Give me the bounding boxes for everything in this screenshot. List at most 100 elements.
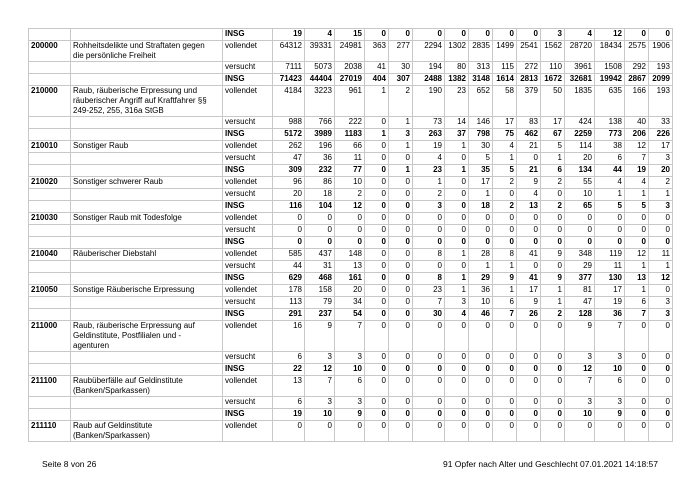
table-row: 211110 Raub auf Geldinstitute (Banken/Spa… xyxy=(28,420,673,442)
offense-code xyxy=(28,164,71,177)
data-table: INSG 19 4 15 0 0 0 0 0 0 0 3 4 12 0 0 200000 Rohheitsdeli… xyxy=(28,28,673,442)
count: 86 xyxy=(304,176,335,189)
count: 0 xyxy=(412,420,445,442)
count: 9 xyxy=(564,320,595,352)
count: 13 xyxy=(272,375,305,397)
status: versucht xyxy=(222,152,273,165)
offense-code xyxy=(28,116,71,129)
count: 110 xyxy=(540,61,565,74)
count: 34 xyxy=(334,296,365,309)
count: 190 xyxy=(412,85,445,117)
count: 71423 xyxy=(272,73,305,86)
count: 14 xyxy=(444,116,469,129)
count: 1614 xyxy=(492,73,517,86)
count: 585 xyxy=(272,248,305,261)
offense-label xyxy=(70,128,223,141)
count: 9 xyxy=(540,248,565,261)
count: 0 xyxy=(388,396,413,409)
count: 17 xyxy=(492,116,517,129)
count: 1 xyxy=(624,284,649,297)
count: 0 xyxy=(540,260,565,273)
count: 0 xyxy=(364,396,389,409)
status: INSG xyxy=(222,272,273,285)
count: 6 xyxy=(492,296,517,309)
offense-code xyxy=(28,128,71,141)
count: 0 xyxy=(648,363,673,376)
table-row: 210040 Räuberischer Diebstahl vollendet 585… xyxy=(28,248,673,261)
offense-label xyxy=(70,164,223,177)
count: 363 xyxy=(364,40,389,62)
count: 0 xyxy=(564,236,595,249)
offense-code: 210020 xyxy=(28,176,71,189)
count: 0 xyxy=(304,420,335,442)
count: 13 xyxy=(624,272,649,285)
count: 10 xyxy=(334,176,365,189)
count: 0 xyxy=(540,224,565,237)
count: 0 xyxy=(540,351,565,364)
offense-label xyxy=(70,224,223,237)
count: 0 xyxy=(648,212,673,225)
count: 0 xyxy=(334,212,365,225)
count: 3 xyxy=(334,396,365,409)
count: 81 xyxy=(564,284,595,297)
offense-code xyxy=(28,408,71,421)
count: 0 xyxy=(364,116,389,129)
count: 0 xyxy=(492,224,517,237)
count: 3 xyxy=(594,351,625,364)
count: 0 xyxy=(388,308,413,321)
count: 0 xyxy=(412,351,445,364)
offense-label xyxy=(70,28,223,41)
status: vollendet xyxy=(222,140,273,153)
table-row: versucht 113 79 34 0 0 7 3 10 6 9 1 47 19 6 3 xyxy=(28,296,673,309)
count: 0 xyxy=(364,320,389,352)
count: 7 xyxy=(624,308,649,321)
count: 17 xyxy=(516,284,541,297)
offense-code xyxy=(28,152,71,165)
count: 0 xyxy=(492,420,517,442)
count: 2 xyxy=(540,200,565,213)
count: 0 xyxy=(364,248,389,261)
count: 3 xyxy=(304,351,335,364)
table-row: INSG 116 104 12 0 0 3 0 18 2 13 2 65 5 5 3 xyxy=(28,200,673,213)
count: 115 xyxy=(492,61,517,74)
count: 8 xyxy=(492,248,517,261)
offense-code xyxy=(28,28,71,41)
status: versucht xyxy=(222,61,273,74)
count: 6 xyxy=(272,396,305,409)
count: 5 xyxy=(492,164,517,177)
count: 0 xyxy=(468,320,493,352)
count: 0 xyxy=(624,28,649,41)
count: 21 xyxy=(516,164,541,177)
count: 629 xyxy=(272,272,305,285)
status: versucht xyxy=(222,396,273,409)
count: 114 xyxy=(564,140,595,153)
count: 5 xyxy=(468,152,493,165)
count: 2 xyxy=(412,188,445,201)
count: 0 xyxy=(492,212,517,225)
count: 0 xyxy=(444,200,469,213)
count: 0 xyxy=(272,224,305,237)
count: 1 xyxy=(468,188,493,201)
table-row: 210050 Sonstige Räuberische Erpressung vol… xyxy=(28,284,673,297)
count: 0 xyxy=(364,140,389,153)
count: 3 xyxy=(304,396,335,409)
offense-code xyxy=(28,296,71,309)
count: 5073 xyxy=(304,61,335,74)
count: 30 xyxy=(388,61,413,74)
count: 0 xyxy=(388,200,413,213)
count: 26 xyxy=(516,308,541,321)
count: 19 xyxy=(272,28,305,41)
offense-label: Raub auf Geldinstitute (Banken/Sparkasse… xyxy=(70,420,223,442)
offense-label xyxy=(70,188,223,201)
count: 116 xyxy=(272,200,305,213)
count: 9 xyxy=(334,408,365,421)
count: 1 xyxy=(444,140,469,153)
table-row: 210010 Sonstiger Raub vollendet 262 196 66 0 1 1… xyxy=(28,140,673,153)
count: 9 xyxy=(594,408,625,421)
count: 20 xyxy=(334,284,365,297)
count: 766 xyxy=(304,116,335,129)
count: 35 xyxy=(468,164,493,177)
count: 33 xyxy=(648,116,673,129)
count: 0 xyxy=(364,152,389,165)
count: 2835 xyxy=(468,40,493,62)
